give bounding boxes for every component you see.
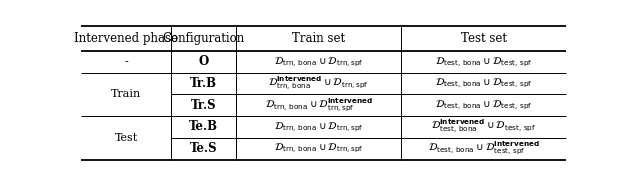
- Text: Tr.S: Tr.S: [191, 99, 217, 112]
- Text: Configuration: Configuration: [163, 32, 244, 45]
- Text: $\mathcal{D}_{\mathrm{trn,\,bona}}\cup\mathcal{D}_{\mathrm{trn,spf}}$: $\mathcal{D}_{\mathrm{trn,\,bona}}\cup\m…: [274, 55, 364, 68]
- Text: Train: Train: [111, 89, 141, 99]
- Text: $\mathcal{D}_{\mathrm{trn,\,bona}}\cup\mathcal{D}_{\mathrm{trn,spf}}$: $\mathcal{D}_{\mathrm{trn,\,bona}}\cup\m…: [274, 142, 364, 155]
- Text: -: -: [124, 57, 128, 67]
- Text: O: O: [198, 55, 209, 68]
- Text: $\mathcal{D}_{\mathrm{trn,\,bona}}^{\mathbf{intervened}}\cup\mathcal{D}_{\mathrm: $\mathcal{D}_{\mathrm{trn,\,bona}}^{\mat…: [268, 75, 369, 93]
- Text: $\mathcal{D}_{\mathrm{trn,\,bona}}\cup\mathcal{D}_{\mathrm{trn,spf}}^{\mathbf{in: $\mathcal{D}_{\mathrm{trn,\,bona}}\cup\m…: [265, 97, 373, 114]
- Text: $\mathcal{D}_{\mathrm{test,\,bona}}\cup\mathcal{D}_{\mathrm{test,\,spf}}$: $\mathcal{D}_{\mathrm{test,\,bona}}\cup\…: [435, 77, 532, 90]
- Text: $\mathcal{D}_{\mathrm{trn,\,bona}}\cup\mathcal{D}_{\mathrm{trn,spf}}$: $\mathcal{D}_{\mathrm{trn,\,bona}}\cup\m…: [274, 120, 364, 134]
- Text: Te.B: Te.B: [189, 121, 218, 133]
- Text: Test: Test: [115, 133, 138, 143]
- Text: Train set: Train set: [292, 32, 345, 45]
- Text: Tr.B: Tr.B: [190, 77, 217, 90]
- Text: $\mathcal{D}_{\mathrm{test,\,bona}}^{\mathbf{intervened}}\cup\mathcal{D}_{\mathr: $\mathcal{D}_{\mathrm{test,\,bona}}^{\ma…: [431, 118, 536, 136]
- Text: Test set: Test set: [461, 32, 507, 45]
- Text: $\mathcal{D}_{\mathrm{test,\,bona}}\cup\mathcal{D}_{\mathrm{test,\,spf}}$: $\mathcal{D}_{\mathrm{test,\,bona}}\cup\…: [435, 55, 532, 68]
- Text: $\mathcal{D}_{\mathrm{test,\,bona}}\cup\mathcal{D}_{\mathrm{test,\,spf}}^{\mathb: $\mathcal{D}_{\mathrm{test,\,bona}}\cup\…: [428, 140, 539, 157]
- Text: $\mathcal{D}_{\mathrm{test,\,bona}}\cup\mathcal{D}_{\mathrm{test,\,spf}}$: $\mathcal{D}_{\mathrm{test,\,bona}}\cup\…: [435, 99, 532, 112]
- Text: Te.S: Te.S: [190, 142, 217, 155]
- Text: Intervened phase: Intervened phase: [74, 32, 178, 45]
